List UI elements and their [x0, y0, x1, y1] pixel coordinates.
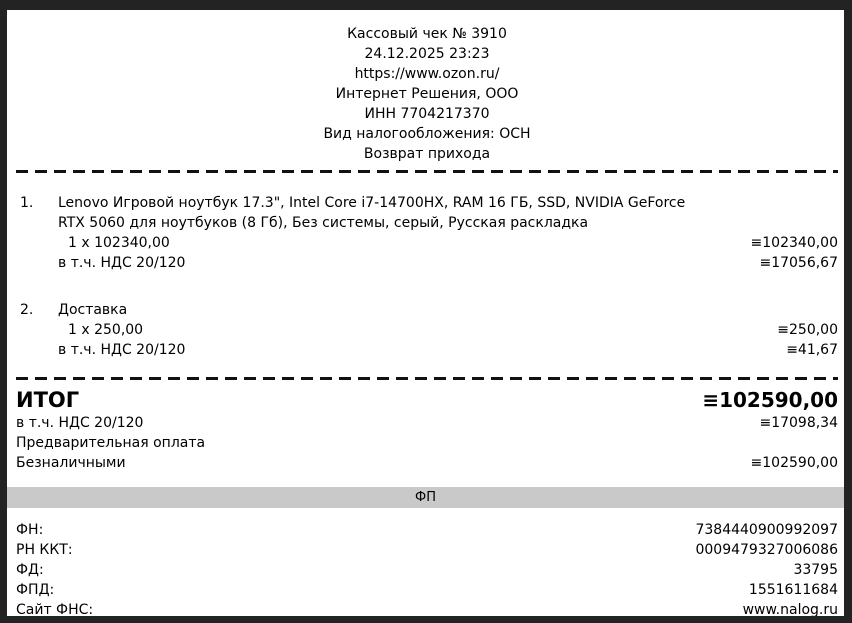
dashed-divider-top: [16, 170, 838, 173]
line-item: 2. Доставка 1 x 250,00 ≡250,00 в т.ч. НД…: [16, 300, 838, 360]
fiscal-row: Сайт ФНС: www.nalog.ru: [16, 600, 838, 616]
total-vat-label: в т.ч. НДС 20/120: [16, 415, 144, 431]
items-list: 1. Lenovo Игровой ноутбук 17.3", Intel C…: [16, 193, 838, 360]
receipt-title: Кассовый чек № 3910: [347, 26, 507, 42]
rn-kkt-value: 0009479327006086: [695, 542, 838, 558]
cashless-amount: ≡102590,00: [750, 455, 838, 471]
item-amount: ≡102340,00: [750, 235, 838, 251]
fiscal-row: ФД: 33795: [16, 560, 838, 580]
line-item: 1. Lenovo Игровой ноутбук 17.3", Intel C…: [16, 193, 838, 273]
item-vat-amount: ≡17056,67: [759, 255, 838, 271]
company-name: Интернет Решения, ООО: [335, 86, 519, 102]
total-label: ИТОГ: [16, 388, 80, 412]
item-name: Lenovo Игровой ноутбук 17.3", Intel Core…: [58, 195, 686, 231]
operation-type: Возврат прихода: [363, 146, 491, 162]
prepayment-label: Предварительная оплата: [16, 435, 206, 451]
company-inn: ИНН 7704217370: [364, 106, 490, 122]
item-number: 1.: [20, 195, 34, 211]
fns-site-label: Сайт ФНС:: [16, 602, 94, 616]
item-amount: ≡250,00: [777, 322, 838, 338]
receipt-header: Кассовый чек № 3910 24.12.2025 23:23 htt…: [16, 24, 838, 164]
dashed-divider-bottom: [16, 377, 838, 380]
fd-value: 33795: [793, 562, 838, 578]
total-vat-amount: ≡17098,34: [759, 415, 838, 431]
receipt: Кассовый чек № 3910 24.12.2025 23:23 htt…: [7, 10, 844, 616]
fpd-value: 1551611684: [748, 582, 838, 598]
item-number: 2.: [20, 302, 34, 318]
fn-label: ФН:: [16, 522, 44, 538]
item-vat-label: в т.ч. НДС 20/120: [58, 342, 186, 358]
total-amount: ≡102590,00: [702, 388, 838, 412]
fiscal-row: ФПД: 1551611684: [16, 580, 838, 600]
fd-label: ФД:: [16, 562, 44, 578]
item-vat-amount: ≡41,67: [786, 342, 838, 358]
item-name: Доставка: [58, 302, 128, 318]
item-quantity-price: 1 x 102340,00: [68, 235, 170, 251]
tax-system: Вид налогообложения: ОСН: [323, 126, 531, 142]
totals-section: ИТОГ ≡102590,00 в т.ч. НДС 20/120 ≡17098…: [16, 387, 838, 473]
fiscal-details: ФН: 7384440900992097 РН ККТ: 00094793270…: [16, 520, 838, 616]
fns-site-value: www.nalog.ru: [742, 602, 838, 616]
fiscal-row: ФН: 7384440900992097: [16, 520, 838, 540]
fn-value: 7384440900992097: [695, 522, 838, 538]
cashless-label: Безналичными: [16, 455, 126, 471]
item-vat-label: в т.ч. НДС 20/120: [58, 255, 186, 271]
fpd-label: ФПД:: [16, 582, 55, 598]
fp-section-bar: ФП: [7, 487, 844, 508]
fiscal-row: РН ККТ: 0009479327006086: [16, 540, 838, 560]
store-url: https://www.ozon.ru/: [354, 66, 500, 82]
rn-kkt-label: РН ККТ:: [16, 542, 73, 558]
receipt-datetime: 24.12.2025 23:23: [364, 46, 490, 62]
item-quantity-price: 1 x 250,00: [68, 322, 144, 338]
